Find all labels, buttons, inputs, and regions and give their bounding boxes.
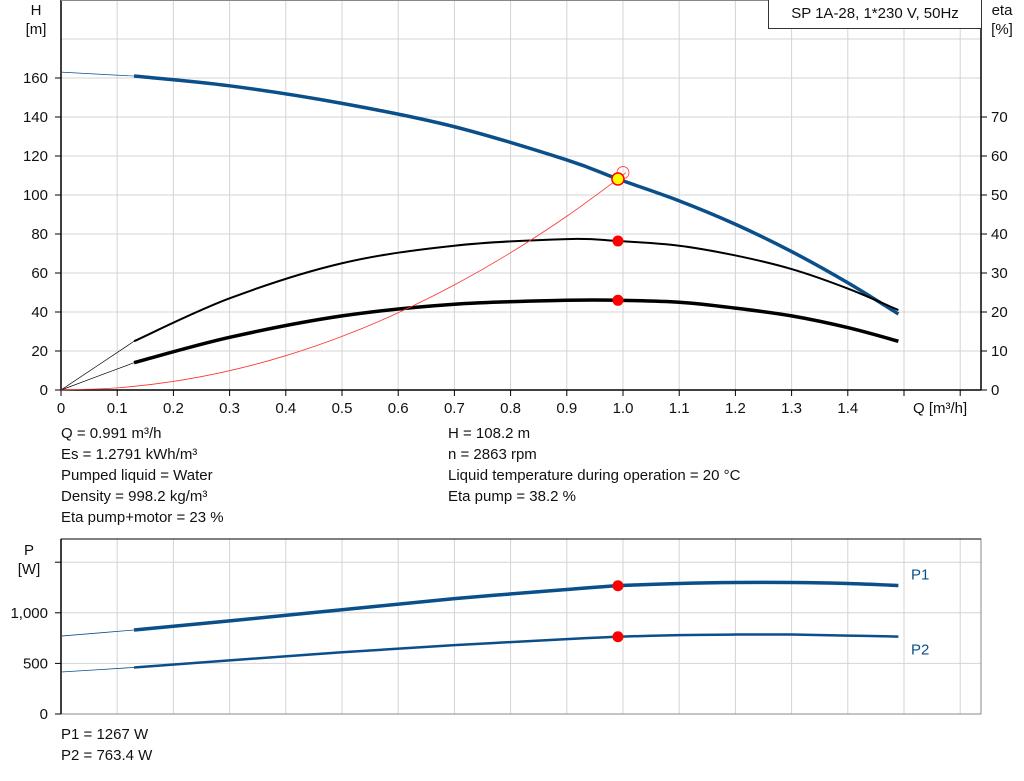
series-p1-extrapolated <box>60 629 135 637</box>
y-tick-label: 500 <box>23 655 48 672</box>
info-left: Q = 0.991 m³/h Es = 1.2791 kWh/m³ Pumped… <box>61 423 224 528</box>
y-left-unit: [m] <box>26 21 47 38</box>
y-left-tick-label: 120 <box>23 148 48 165</box>
pump-title: SP 1A-28, 1*230 V, 50Hz <box>768 0 982 29</box>
x-tick-label: 1.0 <box>613 400 634 417</box>
y-left-tick-label: 0 <box>40 382 48 399</box>
series-label-p2: P2 <box>911 642 929 659</box>
y-right-tick-label: 30 <box>991 265 1008 282</box>
series-system-curve <box>60 172 627 391</box>
x-tick-label: 1.1 <box>669 400 690 417</box>
info-flow: Q = 0.991 m³/h <box>61 425 162 442</box>
duty-point-p1 <box>612 580 624 592</box>
series-eta_pump <box>133 237 899 343</box>
plot-border <box>60 538 982 715</box>
info-head: H = 108.2 m <box>448 425 531 442</box>
info-p1: P1 = 1267 W <box>61 726 149 743</box>
x-tick-label: 0.1 <box>107 400 128 417</box>
y-right-tick-label: 50 <box>991 187 1008 204</box>
y-right-tick-label: 10 <box>991 343 1008 360</box>
info-eta-total: Eta pump+motor = 23 % <box>61 509 224 526</box>
y-left-tick-label: 160 <box>23 70 48 87</box>
x-tick-label: 0.2 <box>163 400 184 417</box>
info-density: Density = 998.2 kg/m³ <box>61 488 208 505</box>
info-right: H = 108.2 m n = 2863 rpm Liquid temperat… <box>448 423 740 507</box>
info-speed: n = 2863 rpm <box>448 446 537 463</box>
series-p2 <box>133 633 899 669</box>
series-p2-extrapolated <box>60 667 135 673</box>
y-right-tick-label: 40 <box>991 226 1008 243</box>
x-tick-label: 1.2 <box>725 400 746 417</box>
y-left-tick-label: 140 <box>23 109 48 126</box>
duty-point-head <box>611 172 625 186</box>
y-right-label: eta <box>992 2 1014 19</box>
y-tick-label: 0 <box>40 706 48 723</box>
series-eta_pump-extrapolated <box>60 340 135 391</box>
series-p1 <box>133 580 899 632</box>
x-tick-label: 0.8 <box>500 400 521 417</box>
y-left-tick-label: 60 <box>31 265 48 282</box>
duty-point-eta_pump_motor <box>612 294 624 306</box>
info-temperature: Liquid temperature during operation = 20… <box>448 467 741 484</box>
y-right-tick-label: 60 <box>991 148 1008 165</box>
y-tick-label: 1,000 <box>10 605 48 622</box>
info-liquid: Pumped liquid = Water <box>61 467 213 484</box>
y-left-tick-label: 100 <box>23 187 48 204</box>
duty-point-p2 <box>612 631 624 643</box>
series-eta_pump_motor <box>133 298 899 365</box>
x-tick-label: 0.9 <box>556 400 577 417</box>
x-tick-label: 0.4 <box>275 400 296 417</box>
x-tick-label: 1.3 <box>781 400 802 417</box>
y-left-tick-label: 20 <box>31 343 48 360</box>
y-axis-unit: [W] <box>18 561 41 578</box>
x-axis-label: Q [m³/h] <box>913 400 967 417</box>
power-chart: 0 500 1,000 P [W] P1 P2 <box>10 538 982 723</box>
series-label-p1: P1 <box>911 566 929 583</box>
y-left-tick-label: 80 <box>31 226 48 243</box>
x-tick-label: 0 <box>57 400 65 417</box>
y-right-unit: [%] <box>991 21 1013 38</box>
power-info: P1 = 1267 W P2 = 763.4 W <box>61 724 152 766</box>
duty-point-eta_pump <box>612 235 624 247</box>
y-right-tick-label: 70 <box>991 109 1008 126</box>
y-axis-label: P <box>24 542 34 559</box>
x-tick-label: 0.7 <box>444 400 465 417</box>
info-p2: P2 = 763.4 W <box>61 747 153 764</box>
y-left-label: H <box>31 2 42 19</box>
info-eta-pump: Eta pump = 38.2 % <box>448 488 576 505</box>
series-head <box>133 74 900 316</box>
head-efficiency-chart: 0 0.1 0.2 0.3 0.4 0.5 0.6 0.7 0.8 0.9 1.0 1.1 1.2 1.3… <box>23 0 1014 417</box>
series-eta_pump_motor-extrapolated <box>60 362 135 391</box>
series-head-extrapolated <box>60 71 135 77</box>
y-right-tick-label: 0 <box>991 382 999 399</box>
y-right-tick-label: 20 <box>991 304 1008 321</box>
x-tick-label: 0.6 <box>388 400 409 417</box>
info-energy: Es = 1.2791 kWh/m³ <box>61 446 198 463</box>
x-tick-label: 0.5 <box>332 400 353 417</box>
y-left-tick-label: 40 <box>31 304 48 321</box>
x-tick-label: 1.4 <box>837 400 858 417</box>
x-tick-label: 0.3 <box>219 400 240 417</box>
